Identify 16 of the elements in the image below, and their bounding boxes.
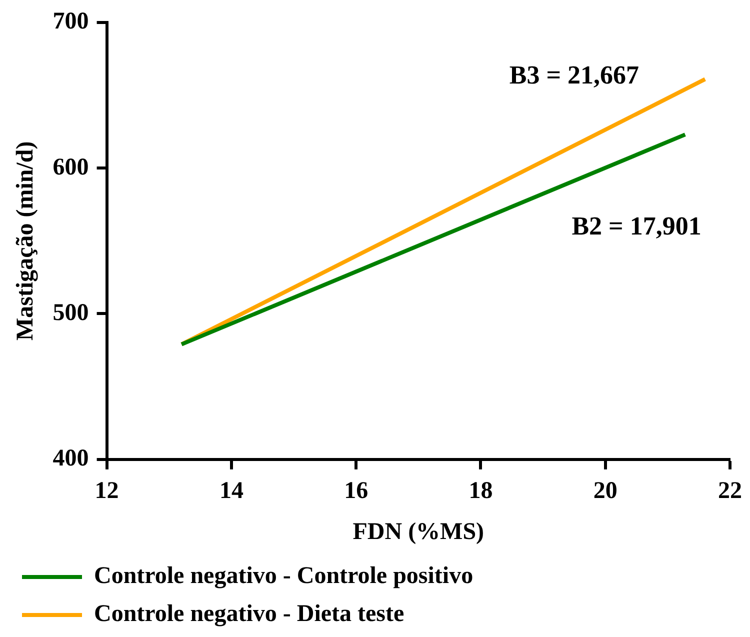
x-tick-label: 22 <box>718 478 742 504</box>
legend-label: Controle negativo - Controle positivo <box>94 563 474 590</box>
x-axis-title: FDN (%MS) <box>352 518 484 545</box>
legend-label: Controle negativo - Dieta teste <box>94 601 404 628</box>
y-tick-label: 600 <box>52 154 89 180</box>
x-tick-label: 14 <box>219 478 244 504</box>
x-tick-label: 16 <box>344 478 368 504</box>
annotation: B3 = 21,667 <box>509 60 640 90</box>
y-tick-label: 700 <box>52 8 89 35</box>
y-tick-label: 400 <box>52 446 89 472</box>
y-axis-title: Mastigação (min/d) <box>12 141 39 341</box>
x-tick-label: 12 <box>94 478 119 504</box>
x-tick-label: 20 <box>593 478 618 504</box>
x-tick-label: 18 <box>468 478 493 504</box>
annotation: B2 = 17,901 <box>572 212 702 241</box>
y-tick-label: 500 <box>52 300 89 326</box>
